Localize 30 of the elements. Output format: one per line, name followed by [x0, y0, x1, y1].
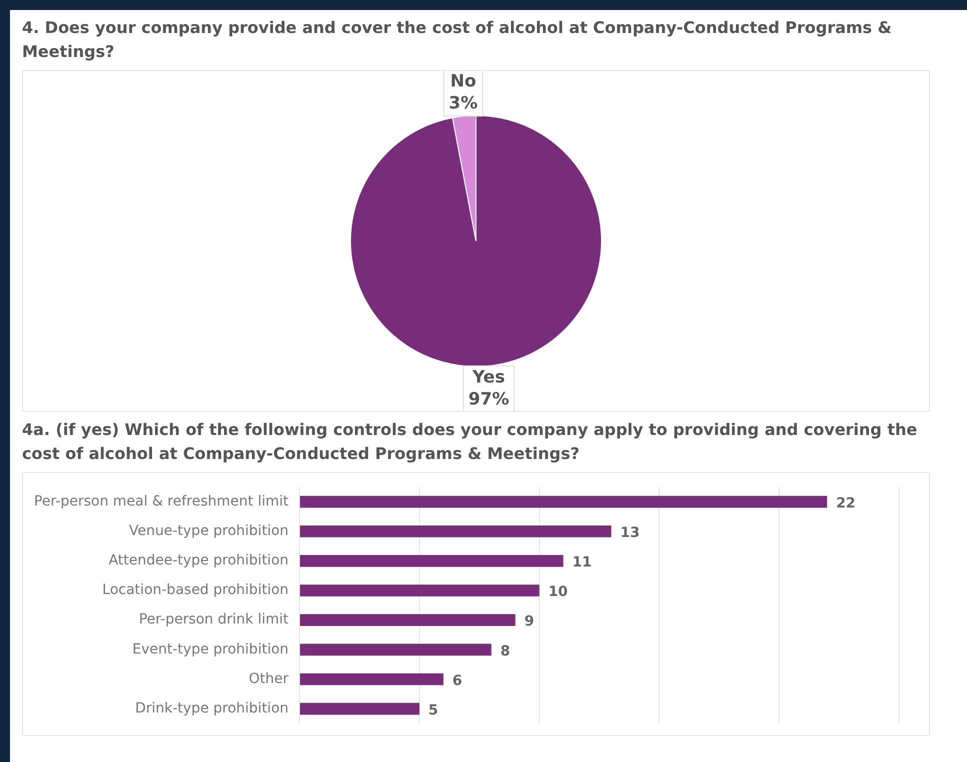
- y-tick-label: Event-type prohibition: [132, 641, 289, 658]
- y-tick-label: Drink-type prohibition: [135, 700, 289, 716]
- chart-title: 4. Does your company provide and cover the cost of alcohol at Company-Conducted Programs & Meetings?: [22, 17, 893, 63]
- bar: [300, 702, 420, 715]
- bar: [300, 614, 516, 626]
- data-label: 3%: [448, 94, 478, 114]
- data-label: 6: [452, 672, 462, 689]
- data-label: 13: [620, 525, 640, 542]
- data-label: 9: [524, 614, 534, 630]
- slice-label: No: [450, 72, 476, 92]
- y-tick-label: Location-based prohibition: [102, 582, 289, 598]
- bar: [300, 673, 444, 686]
- data-label: 11: [572, 554, 592, 571]
- y-tick-label: Per-person drink limit: [138, 612, 290, 628]
- bar: [300, 644, 492, 656]
- y-tick-label: Other: [248, 670, 289, 687]
- bar: [300, 584, 540, 596]
- chart-title: 4a. (if yes) Which of the following controls does your company apply to providing and covering the cost of alcohol at Company-Conducted Programs & Meetings?: [22, 419, 918, 465]
- bar: [300, 525, 612, 538]
- y-tick-label: Attendee-type prohibition: [108, 552, 289, 569]
- data-label: 10: [548, 584, 568, 600]
- data-label: 5: [428, 702, 438, 718]
- data-label: 97%: [468, 389, 510, 410]
- data-label: 22: [836, 495, 856, 512]
- bar: [300, 496, 828, 508]
- bar: [300, 555, 564, 567]
- y-tick-label: Per-person meal & refreshment limit: [34, 493, 290, 510]
- slice-label: Yes: [472, 367, 505, 388]
- data-label: 8: [500, 643, 510, 660]
- y-tick-label: Venue-type prohibition: [129, 523, 289, 540]
